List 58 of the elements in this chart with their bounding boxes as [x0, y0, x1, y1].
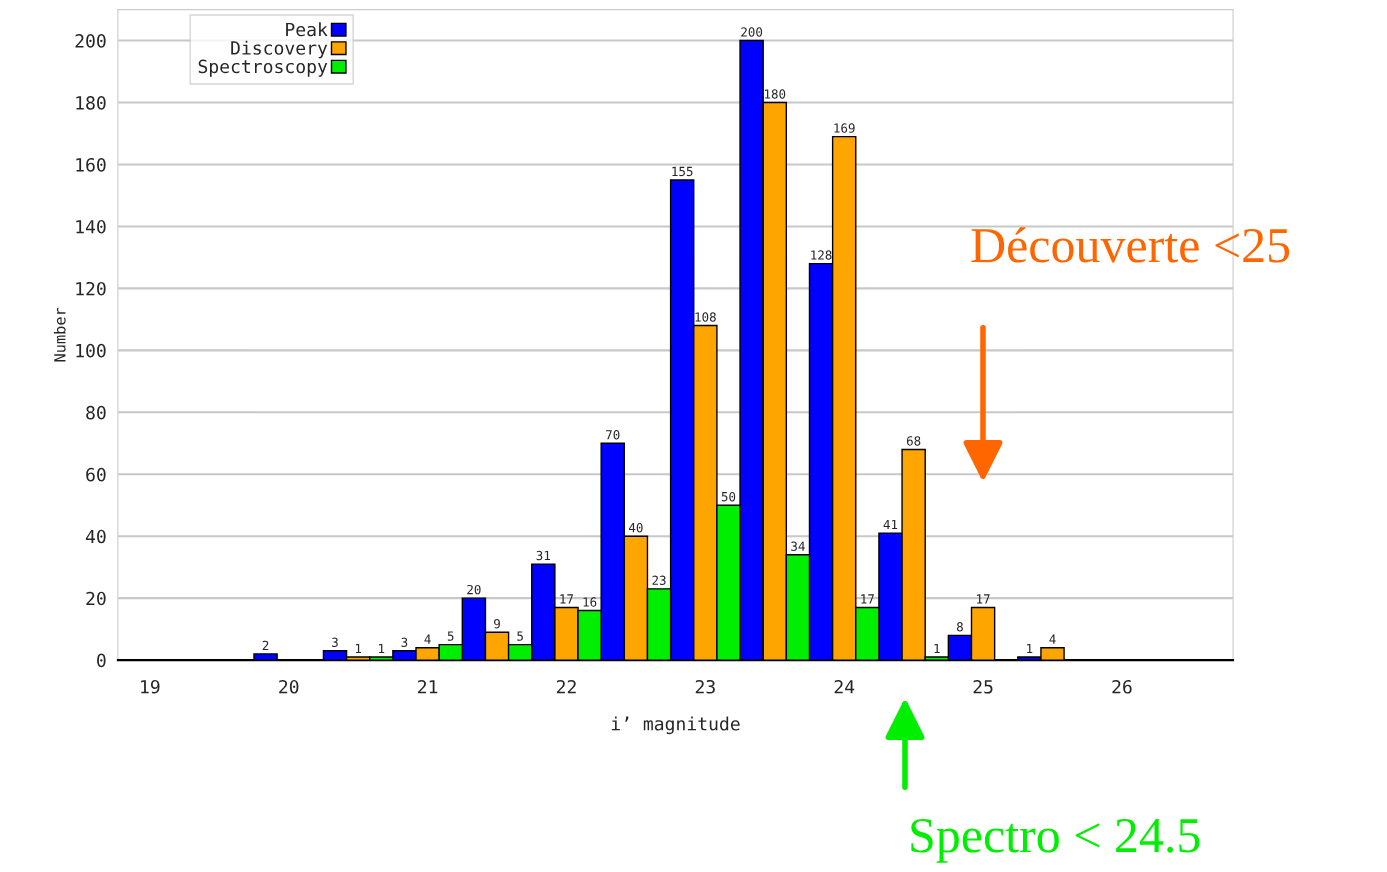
data-label: 200	[741, 27, 763, 37]
data-label: 20	[467, 584, 481, 595]
x-tick-label: 23	[695, 679, 715, 694]
data-label: 3	[401, 637, 408, 647]
data-label: 31	[536, 550, 550, 561]
data-label: 4	[1049, 634, 1056, 644]
data-label: 5	[447, 631, 454, 641]
data-label: 1	[934, 643, 940, 654]
x-tick-label: 22	[556, 679, 576, 694]
legend-label: Peak	[286, 22, 328, 37]
annotation: Découverte <25	[971, 227, 1290, 263]
data-label: 34	[791, 541, 805, 551]
y-tick-label: 80	[86, 405, 106, 420]
data-label: 68	[906, 436, 921, 446]
data-label: 8	[956, 622, 963, 632]
y-tick-label: 60	[86, 467, 106, 482]
y-tick-label: 120	[76, 281, 106, 296]
data-label: 16	[583, 597, 597, 607]
y-tick-label: 140	[76, 219, 106, 234]
legend-label: Discovery	[231, 40, 328, 59]
y-tick-label: 0	[97, 653, 106, 668]
data-label: 1	[355, 643, 362, 654]
data-label: 180	[764, 89, 786, 99]
y-tick-label: 160	[76, 157, 106, 172]
data-label: 9	[494, 618, 500, 629]
data-label: 70	[606, 430, 620, 440]
data-label: 169	[834, 123, 855, 133]
data-label: 41	[883, 520, 898, 530]
data-label: 17	[560, 594, 574, 604]
legend-label: Spectroscopy	[198, 59, 328, 77]
data-label: 3	[332, 637, 338, 647]
y-tick-label: 20	[86, 591, 106, 606]
text: Spectro < 24.5	[911, 818, 1200, 863]
data-label: 4	[424, 634, 431, 644]
data-label: 50	[721, 491, 736, 502]
data-label: 23	[652, 575, 666, 586]
data-label: 40	[628, 522, 643, 533]
y-tick-label: 200	[75, 34, 106, 48]
data-label: 17	[861, 594, 874, 604]
data-label: 5	[517, 631, 523, 641]
data-label: 128	[811, 250, 832, 260]
y-axis-title: Number	[53, 307, 66, 362]
y-tick-label: 100	[76, 343, 106, 358]
y-tick-label: 180	[76, 96, 106, 110]
x-tick-label: 24	[834, 679, 855, 694]
y-tick-label: 40	[85, 529, 106, 544]
x-tick-label: 19	[141, 679, 160, 694]
data-label: 2	[262, 640, 269, 650]
data-label: 108	[695, 312, 716, 322]
x-tick-label: 21	[418, 679, 438, 694]
x-axis-title: i’ magnitude	[611, 716, 740, 735]
x-tick-label: 26	[1112, 679, 1132, 694]
data-label: 17	[977, 594, 990, 604]
data-label: 1	[379, 643, 385, 654]
x-tick-label: 20	[279, 679, 299, 694]
data-label: 155	[672, 166, 693, 177]
data-label: 1	[1027, 643, 1033, 654]
x-tick-label: 25	[973, 679, 993, 694]
